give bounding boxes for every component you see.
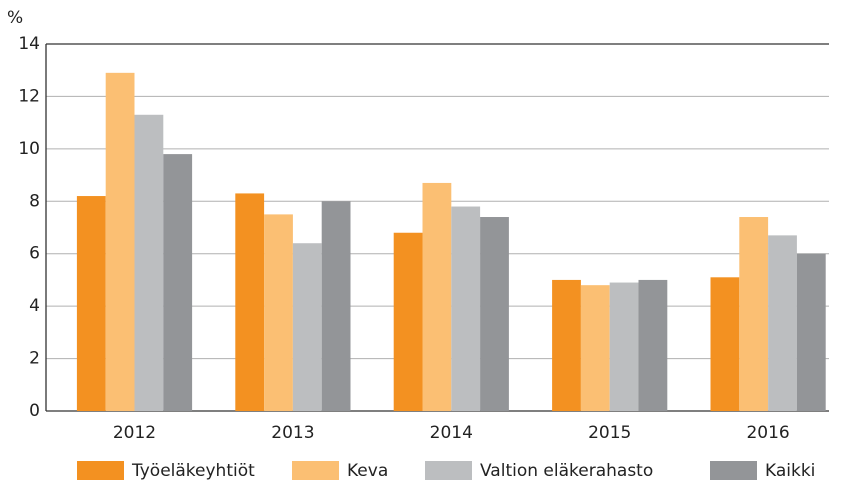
bar bbox=[292, 243, 322, 411]
legend-label: Keva bbox=[347, 461, 388, 481]
y-tick-label: 2 bbox=[29, 349, 40, 369]
bar bbox=[796, 253, 826, 411]
x-tick-label: 2013 bbox=[271, 423, 314, 443]
bar bbox=[264, 214, 293, 411]
y-axis-label: % bbox=[7, 8, 23, 28]
bar bbox=[580, 285, 610, 411]
bar bbox=[393, 232, 423, 411]
bar bbox=[768, 235, 797, 411]
legend-label: Valtion eläkerahasto bbox=[480, 461, 653, 481]
y-tick-label: 14 bbox=[18, 34, 40, 54]
x-tick-label: 2016 bbox=[746, 423, 789, 443]
x-tick-label: 2014 bbox=[430, 423, 473, 443]
bar bbox=[235, 193, 265, 411]
bar bbox=[105, 72, 135, 411]
bar bbox=[134, 114, 164, 412]
bar bbox=[480, 217, 509, 411]
bar bbox=[451, 206, 481, 411]
legend-swatch bbox=[425, 461, 472, 480]
y-tick-label: 0 bbox=[29, 401, 40, 421]
bar bbox=[552, 279, 581, 411]
y-tick-label: 10 bbox=[18, 139, 40, 159]
legend-swatch bbox=[77, 461, 124, 480]
y-tick-label: 12 bbox=[18, 86, 40, 106]
bar bbox=[609, 282, 639, 411]
x-tick-label: 2015 bbox=[588, 423, 631, 443]
bar bbox=[710, 277, 740, 411]
bar bbox=[321, 201, 351, 411]
y-tick-label: 6 bbox=[29, 244, 40, 264]
bar bbox=[422, 182, 452, 411]
x-tick-label: 2012 bbox=[113, 423, 156, 443]
bar bbox=[76, 196, 106, 411]
bar bbox=[163, 154, 193, 411]
legend-swatch bbox=[710, 461, 757, 480]
legend-label: Kaikki bbox=[765, 461, 815, 481]
legend-label: Työeläkeyhtiöt bbox=[131, 461, 255, 481]
bar bbox=[638, 279, 668, 411]
legend-swatch bbox=[292, 461, 339, 480]
y-tick-label: 8 bbox=[29, 191, 40, 211]
bar bbox=[739, 217, 769, 411]
y-tick-label: 4 bbox=[29, 296, 40, 316]
